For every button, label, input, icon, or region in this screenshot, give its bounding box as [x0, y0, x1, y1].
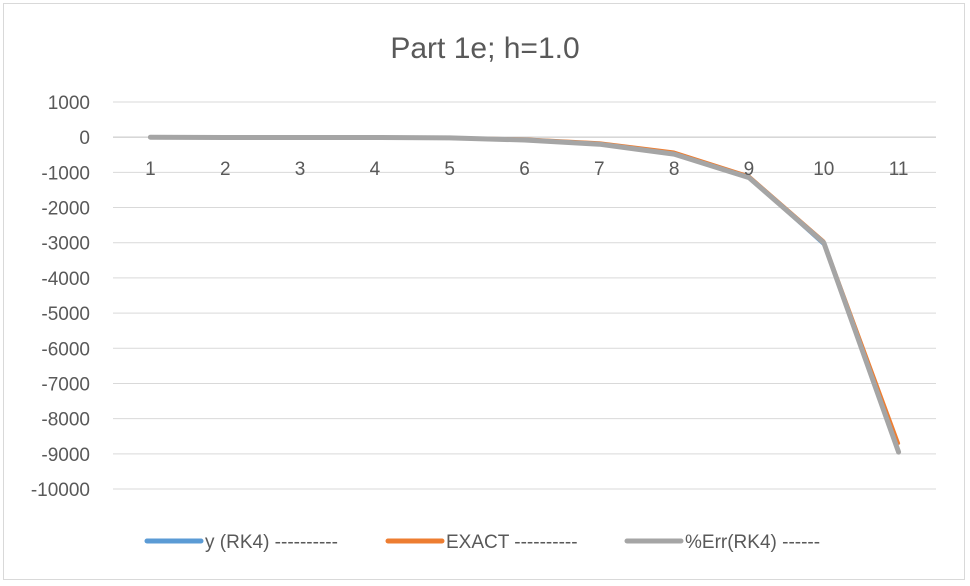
y-tick-label: -1000 — [41, 163, 90, 184]
legend-label: EXACT ---------- — [446, 532, 578, 553]
y-axis-tick-labels: 1000 0 -1000 -2000 -3000 -4000 -5000 -6000 -7000… — [31, 93, 90, 501]
x-tick-label: 8 — [669, 159, 680, 180]
x-tick-label: 5 — [444, 159, 455, 180]
x-tick-label: 6 — [519, 159, 530, 180]
y-tick-label: -10000 — [31, 480, 90, 501]
series-line-3 — [147, 134, 902, 455]
x-tick-label: 11 — [889, 159, 909, 180]
series-line-1 — [148, 135, 901, 452]
chart-title: Part 1e; h=1.0 — [390, 32, 579, 65]
legend-label: %Err(RK4) ------ — [685, 532, 820, 553]
x-tick-label: 4 — [370, 159, 381, 180]
x-tick-label: 9 — [744, 159, 755, 180]
y-tick-label: -7000 — [41, 374, 90, 395]
legend-label: y (RK4) ---------- — [205, 532, 338, 553]
y-tick-label: -3000 — [41, 234, 90, 255]
y-tick-label: -8000 — [41, 410, 90, 431]
chart-frame — [3, 3, 965, 580]
y-tick-label: -2000 — [41, 199, 90, 220]
x-axis-tick-labels: 1 2 3 4 5 6 7 8 9 10 11 — [145, 159, 908, 180]
y-tick-label: -6000 — [41, 339, 90, 360]
y-tick-label: -4000 — [41, 269, 90, 290]
y-tick-label: 0 — [79, 128, 90, 149]
y-tick-label: -9000 — [41, 445, 90, 466]
x-tick-label: 2 — [220, 159, 231, 180]
x-tick-label: 3 — [295, 159, 306, 180]
series-lines — [147, 134, 902, 455]
x-tick-label: 7 — [594, 159, 605, 180]
x-tick-label: 10 — [813, 159, 834, 180]
y-tick-label: -5000 — [41, 304, 90, 325]
series-line-2 — [148, 135, 901, 445]
x-tick-label: 1 — [145, 159, 156, 180]
y-tick-label: 1000 — [48, 93, 90, 114]
legend: y (RK4) ---------- EXACT ---------- %Err(R… — [144, 532, 820, 553]
